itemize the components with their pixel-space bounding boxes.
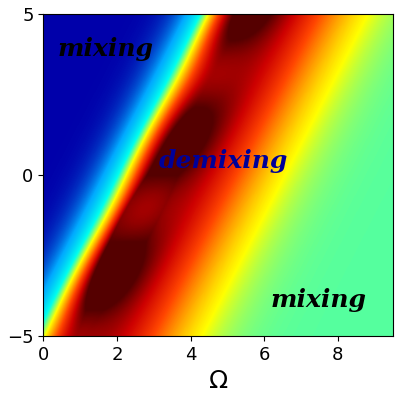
Text: demixing: demixing bbox=[159, 150, 288, 174]
Text: mixing: mixing bbox=[57, 37, 153, 61]
X-axis label: Ω: Ω bbox=[208, 369, 228, 393]
Text: mixing: mixing bbox=[271, 288, 367, 312]
